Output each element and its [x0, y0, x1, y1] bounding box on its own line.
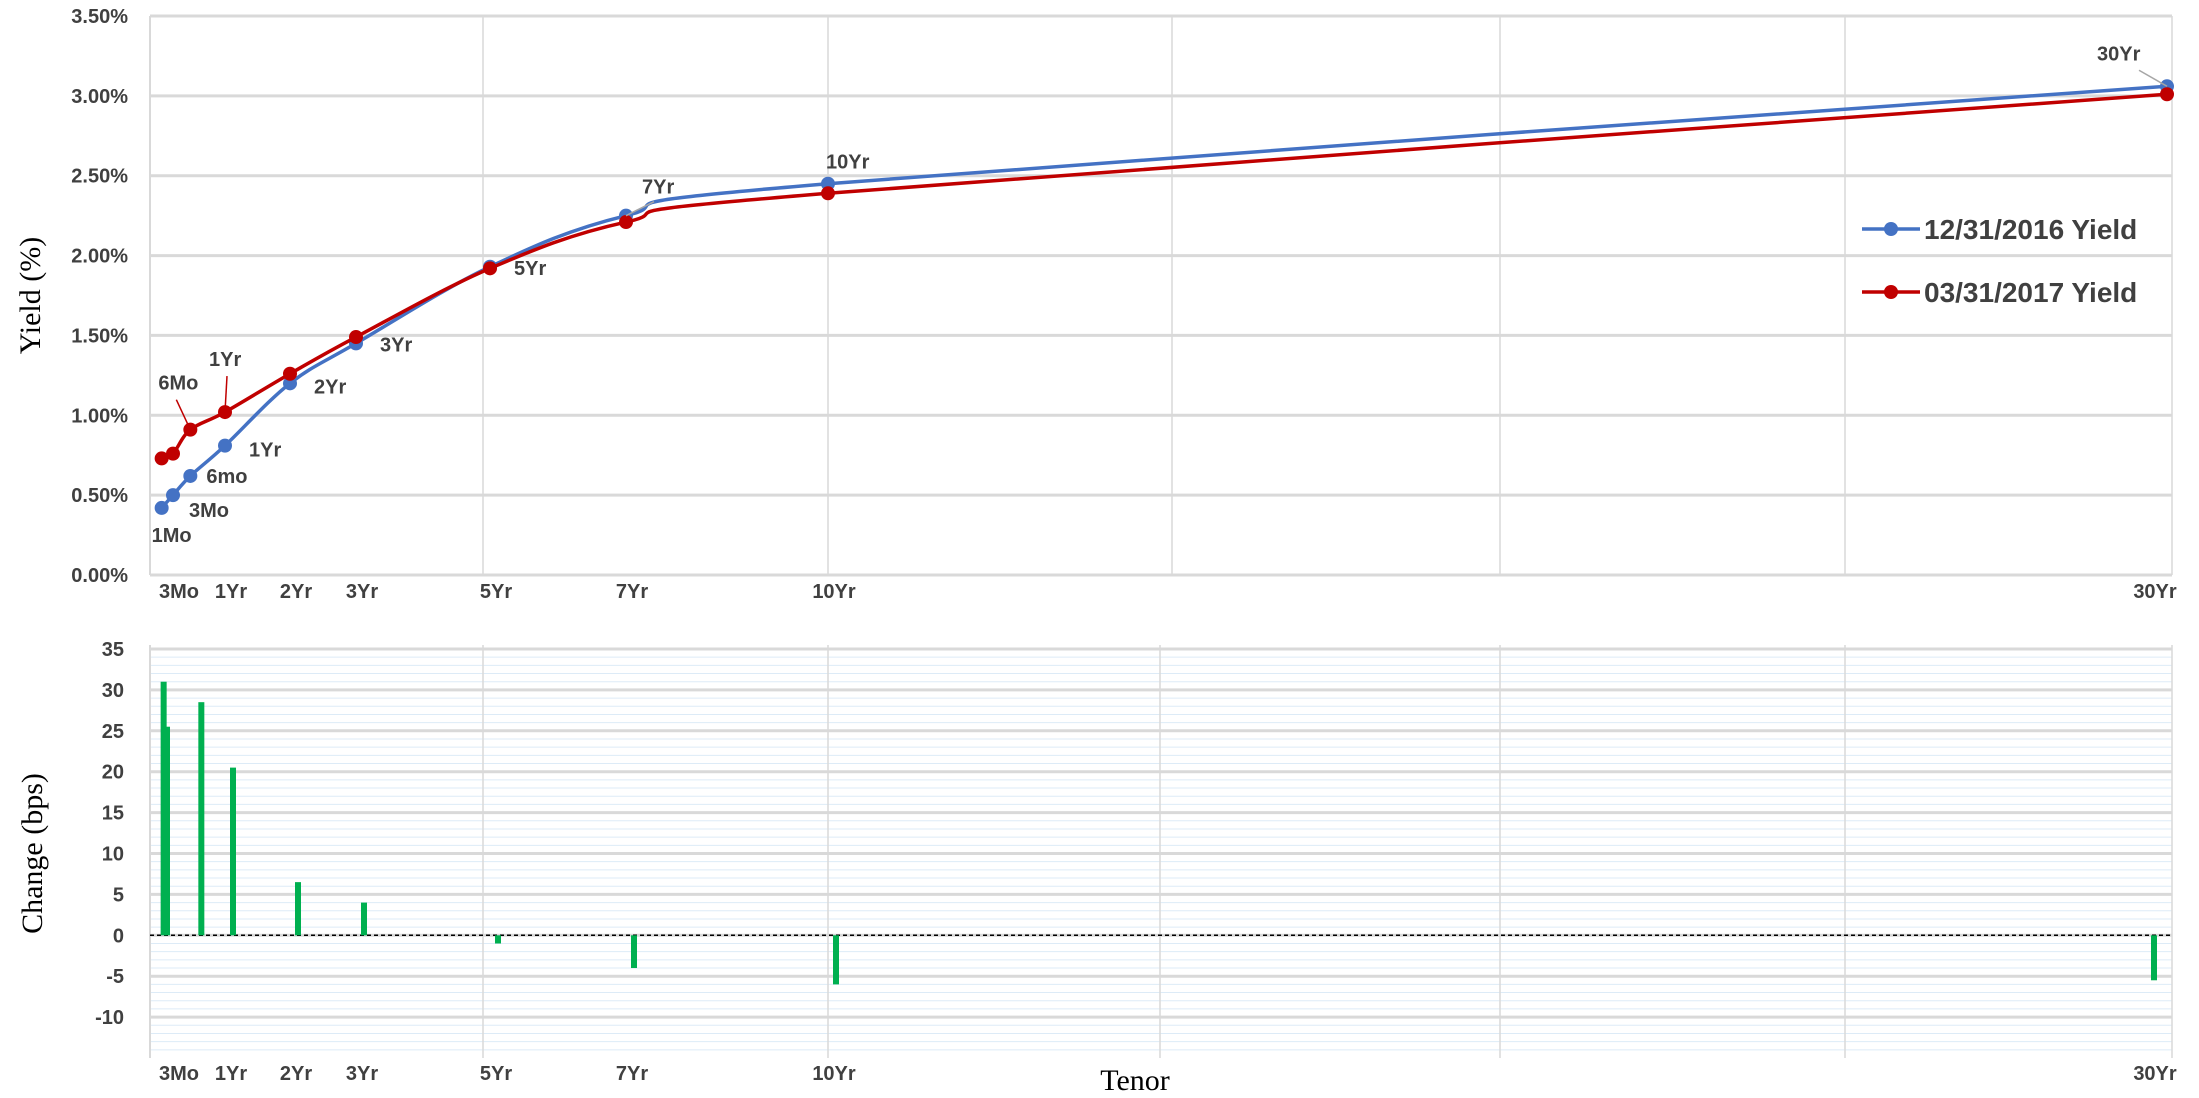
bottom-y-tick-label: 0: [113, 925, 124, 947]
series-point: [483, 261, 497, 276]
point-label: 1Yr: [249, 440, 281, 462]
label-leader-line: [625, 200, 655, 217]
point-label: 2Yr: [314, 376, 346, 398]
bottom-y-tick-label: 35: [102, 639, 124, 661]
bottom-y-tick-label: 30: [102, 680, 124, 702]
top-y-tick-label: 1.50%: [71, 325, 128, 347]
top-x-tick-label: 2Yr: [280, 581, 312, 603]
change-bar: [160, 681, 167, 936]
series-point: [166, 488, 180, 503]
point-label: 3Yr: [380, 334, 412, 356]
top-x-tick-label: 7Yr: [616, 581, 648, 603]
bottom-x-tick-label: 5Yr: [480, 1063, 512, 1085]
top-x-tick-label: 3Yr: [346, 581, 378, 603]
legend-swatch-marker: [1884, 222, 1898, 236]
bottom-y-tick-label: 5: [113, 884, 124, 906]
bottom-y-tick-label: -10: [95, 1007, 124, 1029]
series-point: [619, 215, 633, 230]
top-y-tick-label: 0.50%: [71, 485, 128, 507]
change-bar: [198, 702, 205, 936]
point-label: 5Yr: [514, 258, 546, 280]
top-x-tick-label: 1Yr: [215, 581, 247, 603]
top-x-tick-label: 30Yr: [2133, 581, 2177, 603]
change-bar: [164, 726, 170, 936]
series-dec-2016: [154, 79, 2174, 515]
point-label: 30Yr: [2097, 43, 2141, 65]
series-point: [2160, 87, 2174, 102]
series-point: [349, 330, 363, 345]
top-y-tick-label: 2.00%: [71, 246, 128, 268]
legend-entry-label: 12/31/2016 Yield: [1924, 214, 2137, 245]
top-y-tick-label: 2.50%: [71, 166, 128, 188]
point-label: 3Mo: [189, 500, 229, 522]
series-point: [821, 186, 835, 201]
point-label: 1Yr: [209, 349, 241, 371]
point-label: 6mo: [206, 466, 247, 488]
point-label: 10Yr: [826, 152, 870, 174]
label-leader-line: [2138, 69, 2168, 87]
series-point: [821, 176, 835, 191]
top-y-tick-label: 1.00%: [71, 405, 128, 427]
change-bar: [631, 935, 637, 969]
top-x-tick-label: 3Mo: [159, 581, 199, 603]
bottom-x-tick-label: 30Yr: [2133, 1063, 2177, 1085]
point-label: 7Yr: [642, 177, 674, 199]
change-bar-chart: -10 -5 0 5 10 15 20 25 30 35 3Mo 1Yr 2Yr 3Yr 5Yr 7Yr 10Y…: [16, 639, 2177, 1097]
top-y-tick-label: 0.00%: [71, 565, 128, 587]
series-point: [218, 438, 232, 453]
series-mar-2017: [154, 87, 2174, 466]
change-bar: [230, 767, 236, 936]
legend: 12/31/2016 Yield 03/31/2017 Yield: [1862, 214, 2137, 308]
bottom-y-tick-label: -5: [106, 966, 124, 988]
change-bar: [361, 902, 367, 936]
bottom-y-tick-label: 20: [102, 762, 124, 784]
bottom-y-axis-title: Change (bps): [16, 773, 49, 934]
top-x-tick-label: 5Yr: [480, 581, 512, 603]
change-bar: [833, 935, 839, 985]
bottom-y-tick-label: 10: [102, 844, 124, 866]
point-label: 1Mo: [152, 525, 192, 547]
bottom-x-tick-label: 3Yr: [346, 1063, 378, 1085]
yield-line-chart: 0.00% 0.50% 1.00% 1.50% 2.00% 2.50% 3.00% 3.50%…: [14, 6, 2177, 603]
bottom-x-axis-title: Tenor: [1100, 1064, 1170, 1097]
label-leader-line: [175, 399, 192, 430]
series-line: [160, 92, 2168, 461]
series-point: [283, 366, 297, 381]
bottom-x-tick-label: 2Yr: [280, 1063, 312, 1085]
top-x-tick-label: 10Yr: [812, 581, 856, 603]
series-line: [160, 84, 2168, 510]
bottom-y-tick-label: 15: [102, 803, 124, 825]
legend-swatch-marker: [1884, 285, 1898, 299]
bottom-x-tick-label: 3Mo: [159, 1063, 199, 1085]
series-point: [183, 468, 198, 483]
label-leader-line: [224, 376, 228, 413]
change-bar: [295, 882, 301, 936]
top-y-tick-label: 3.00%: [71, 86, 128, 108]
top-y-axis-title: Yield (%): [14, 237, 47, 354]
bottom-x-tick-label: 7Yr: [616, 1063, 648, 1085]
series-point: [154, 500, 169, 515]
change-bar: [495, 935, 501, 944]
top-y-tick-label: 3.50%: [71, 6, 128, 28]
bottom-y-tick-label: 25: [102, 721, 124, 743]
point-label: 6Mo: [158, 373, 198, 395]
legend-entry-label: 03/31/2017 Yield: [1924, 277, 2137, 308]
bottom-x-tick-label: 10Yr: [812, 1063, 856, 1085]
change-bar: [2151, 935, 2157, 981]
series-point: [154, 451, 169, 466]
series-point: [166, 446, 180, 461]
series-point: [283, 376, 297, 391]
bottom-x-tick-label: 1Yr: [215, 1063, 247, 1085]
